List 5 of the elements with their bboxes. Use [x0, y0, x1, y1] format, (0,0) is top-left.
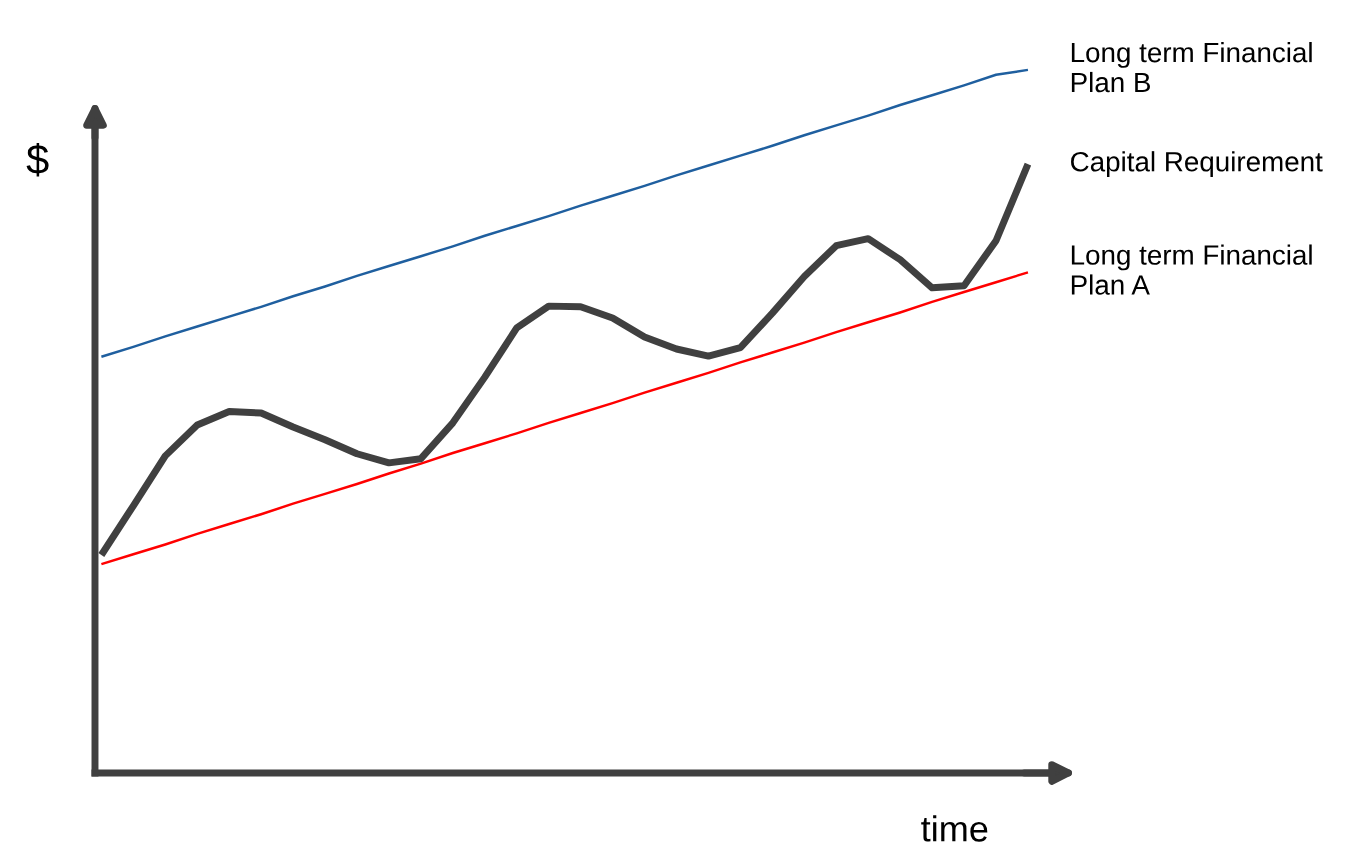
series-label: Long term Financial Plan A: [1071, 244, 1312, 295]
series-label: Long term Financial Plan B: [1071, 41, 1312, 93]
series-label: Capital Requirement: [1071, 151, 1323, 178]
y-axis-title: $: [26, 142, 49, 177]
x-axis-title: time: [921, 815, 988, 842]
